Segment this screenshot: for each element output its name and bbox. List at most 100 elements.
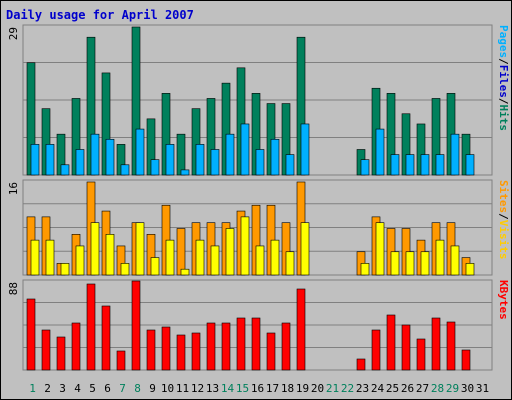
panel-visits-sites: 16 Sites/Visits (7, 179, 510, 276)
chart-title: Daily usage for April 2007 (6, 8, 194, 22)
legend-entry: / (497, 58, 510, 65)
day-label-12: 12 (191, 382, 204, 395)
legend-entry: Sites (497, 180, 510, 213)
bar-files-day-29 (450, 133, 460, 176)
day-label-1: 1 (29, 382, 36, 395)
bar-sites-day-7 (120, 263, 130, 276)
bar-sites-day-5 (90, 222, 100, 276)
bar-files-day-23 (360, 159, 370, 176)
bar-sites-day-23 (360, 263, 370, 276)
bar-files-day-13 (210, 149, 220, 176)
bar-files-day-14 (225, 133, 235, 176)
legend-entry: Visits (497, 220, 510, 260)
bar-sites-day-26 (405, 251, 415, 276)
legend-entry: Pages (497, 25, 510, 58)
bar-files-day-16 (255, 149, 265, 176)
bar-kbytes-day-10 (161, 326, 171, 371)
bar-files-day-10 (165, 144, 175, 176)
day-axis-labels: 1 2 3 4 5 6 7 8 9 10 11 12 13 14 15 16 17 18 19 20 21 22 23 24 2… (29, 382, 489, 395)
bar-files-day-2 (45, 144, 55, 176)
day-label-8: 8 (134, 382, 141, 395)
day-label-28: 28 (431, 382, 444, 395)
y-max-label: 29 (7, 27, 20, 40)
bar-sites-day-19 (300, 222, 310, 276)
bar-kbytes-day-18 (281, 322, 291, 371)
day-label-7: 7 (119, 382, 126, 395)
panel-kbytes: 88 KBytes (7, 279, 510, 371)
day-label-19: 19 (296, 382, 309, 395)
bar-files-day-17 (270, 138, 280, 176)
y-max-label: 16 (7, 182, 20, 195)
bar-sites-day-16 (255, 245, 265, 276)
bar-kbytes-day-24 (371, 329, 381, 371)
bar-kbytes-day-2 (41, 329, 51, 371)
bar-kbytes-day-5 (86, 283, 96, 371)
day-label-10: 10 (161, 382, 174, 395)
day-label-30: 30 (461, 382, 474, 395)
day-label-25: 25 (386, 382, 399, 395)
bar-files-day-6 (105, 138, 115, 176)
bar-sites-day-2 (45, 239, 55, 276)
bar-files-day-3 (60, 164, 70, 176)
legend-hits-files-pages: Pages/Files/Hits (497, 25, 510, 131)
bar-files-day-30 (465, 154, 475, 176)
bar-files-day-18 (285, 154, 295, 176)
bar-kbytes-day-13 (206, 322, 216, 371)
bar-kbytes-day-11 (176, 334, 186, 371)
bar-files-day-24 (375, 128, 385, 176)
bar-kbytes-day-29 (446, 321, 456, 371)
bar-files-day-4 (75, 149, 85, 176)
bar-sites-day-30 (465, 263, 475, 276)
bar-files-day-19 (300, 123, 310, 176)
day-label-13: 13 (206, 382, 219, 395)
day-label-22: 22 (341, 382, 354, 395)
bar-files-day-1 (30, 144, 40, 176)
bar-kbytes-day-1 (26, 298, 36, 371)
bar-kbytes-day-7 (116, 350, 126, 371)
bar-kbytes-day-23 (356, 358, 366, 371)
day-label-24: 24 (371, 382, 385, 395)
day-label-4: 4 (74, 382, 81, 395)
bar-sites-day-11 (180, 268, 190, 276)
day-label-23: 23 (356, 382, 369, 395)
bar-kbytes-day-17 (266, 332, 276, 371)
bar-sites-day-27 (420, 251, 430, 276)
panel-hits-files-pages: 29 Pages/Files/Hits (7, 24, 510, 176)
bar-sites-day-15 (240, 216, 250, 276)
bar-kbytes-day-14 (221, 322, 231, 371)
day-label-3: 3 (59, 382, 66, 395)
legend-kbytes: KBytes (497, 280, 510, 320)
bar-kbytes-day-15 (236, 317, 246, 371)
day-label-31: 31 (476, 382, 489, 395)
bar-files-day-12 (195, 144, 205, 176)
bar-kbytes-day-19 (296, 288, 306, 371)
bar-sites-day-4 (75, 245, 85, 276)
day-label-20: 20 (311, 382, 324, 395)
bar-sites-day-8 (135, 222, 145, 276)
bar-files-day-25 (390, 154, 400, 176)
day-label-2: 2 (44, 382, 51, 395)
day-label-17: 17 (266, 382, 279, 395)
bar-sites-day-9 (150, 257, 160, 276)
bar-sites-day-24 (375, 222, 385, 276)
day-label-26: 26 (401, 382, 414, 395)
bar-kbytes-day-3 (56, 336, 66, 371)
bar-files-day-9 (150, 159, 160, 176)
bar-files-day-11 (180, 169, 190, 176)
day-label-18: 18 (281, 382, 294, 395)
day-label-6: 6 (104, 382, 111, 395)
legend-entry: Files (497, 65, 510, 98)
legend-entry: / (497, 213, 510, 220)
bar-sites-day-1 (30, 239, 40, 276)
bar-kbytes-day-6 (101, 305, 111, 371)
bar-kbytes-day-28 (431, 317, 441, 371)
bar-sites-day-17 (270, 239, 280, 276)
day-label-9: 9 (149, 382, 156, 395)
bar-kbytes-day-8 (131, 280, 141, 371)
bar-sites-day-10 (165, 239, 175, 276)
bar-kbytes-day-25 (386, 314, 396, 371)
day-label-29: 29 (446, 382, 459, 395)
legend-visits-sites: Sites/Visits (497, 180, 510, 260)
bar-kbytes-day-4 (71, 322, 81, 371)
